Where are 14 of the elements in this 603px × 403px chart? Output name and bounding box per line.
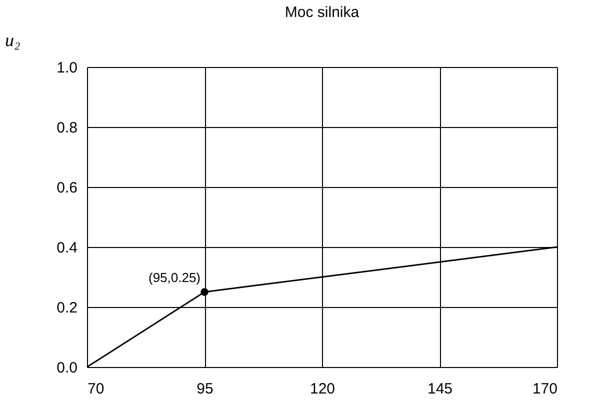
- x-tick-label: 170: [532, 380, 558, 398]
- y-tick-label: 0.0: [56, 360, 78, 376]
- x-tick-label: 95: [196, 380, 214, 398]
- y-axis-title: u₂: [5, 30, 20, 50]
- y-tick-label: 0.4: [56, 240, 78, 256]
- y-tick-label: 0.6: [56, 180, 78, 196]
- x-tick-label: 145: [427, 380, 453, 398]
- y-tick-label: 0.2: [56, 300, 78, 316]
- y-tick-label: 1.0: [56, 60, 78, 76]
- annotation: (95,0.25): [148, 270, 201, 285]
- chart-title: Moc silnika: [284, 4, 360, 21]
- x-tick-label: 70: [88, 380, 104, 398]
- x-tick-label: 120: [310, 380, 336, 398]
- y-tick-label: 0.8: [56, 120, 78, 136]
